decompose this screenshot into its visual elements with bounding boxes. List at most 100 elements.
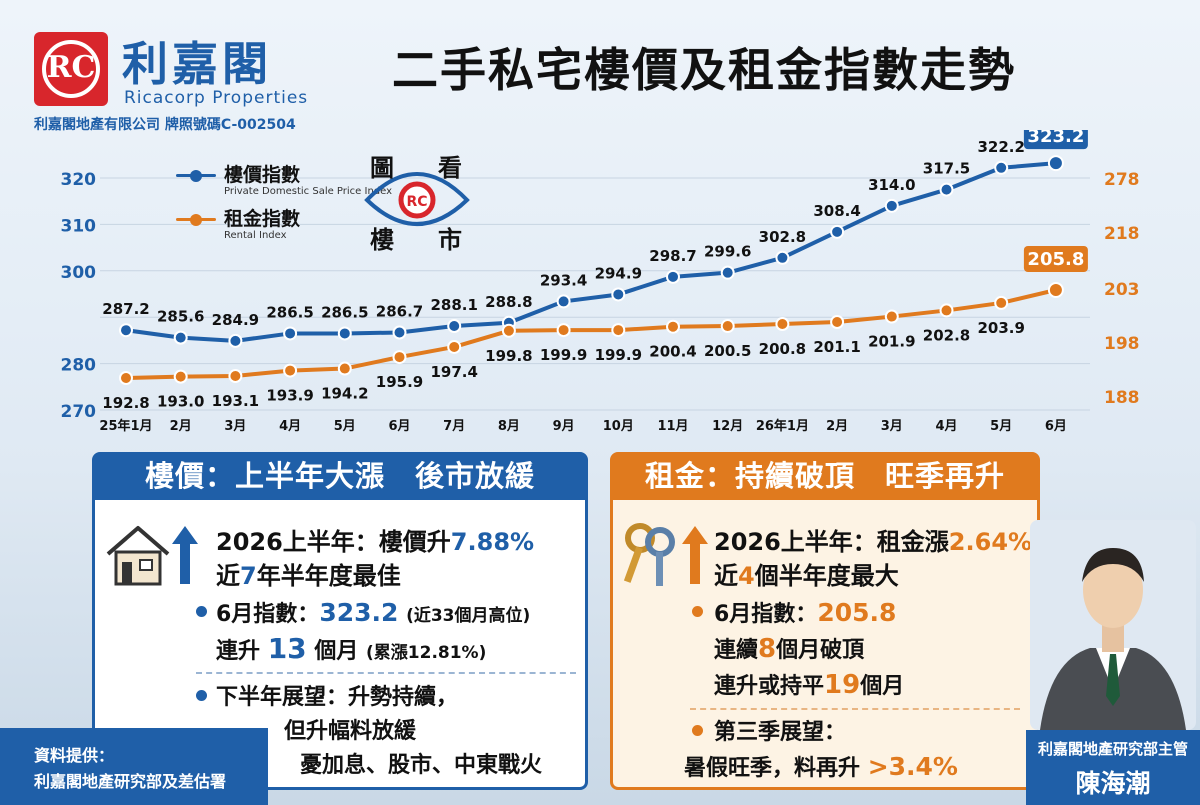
- price-divider: [196, 672, 576, 674]
- rent-b1-line2: 連續8個月破頂: [714, 634, 865, 664]
- rent-point: [611, 323, 626, 338]
- index-line-chart: 270 280 300 310 320 188 198 203 218 278 25年1月 2月 3月 4…: [61, 130, 1140, 434]
- price-data-label: 288.1: [430, 296, 477, 314]
- price-point: [884, 198, 899, 213]
- rent-data-label: 199.9: [595, 346, 642, 364]
- rent-bullet-2: [692, 725, 703, 736]
- x-tick-label: 2月: [170, 419, 192, 434]
- price-point: [228, 333, 243, 348]
- brand-name-chinese: 利嘉閣: [122, 37, 272, 91]
- rent-divider: [690, 708, 1020, 710]
- rent-point: [1047, 282, 1064, 298]
- price-point: [830, 224, 845, 239]
- rent-panel: 租金：持續破頂 旺季再升: [610, 452, 1040, 790]
- right-tick-label: 203: [1104, 280, 1140, 300]
- x-tick-label: 4月: [279, 419, 301, 434]
- source-label: 資料提供：: [34, 746, 115, 765]
- eye-char-1: 圖: [370, 154, 394, 182]
- person-caption-bg: [1026, 730, 1200, 805]
- price-data-label: 284.9: [212, 311, 259, 329]
- rent-data-label: 200.4: [649, 343, 696, 361]
- price-point: [447, 319, 462, 334]
- legend-rent-dot: [190, 214, 202, 226]
- rent-data-label: 195.9: [376, 373, 423, 391]
- price-point: [556, 294, 571, 309]
- page-title: 二手私宅樓價及租金指數走勢: [392, 43, 1016, 97]
- price-data-label: 294.9: [595, 264, 642, 282]
- rent-point: [939, 303, 954, 318]
- price-point: [939, 182, 954, 197]
- legend-rent-sublabel: Rental Index: [224, 230, 287, 241]
- rent-point: [994, 295, 1009, 310]
- price-data-label: 299.6: [704, 243, 751, 261]
- price-data-label: 323.2: [1027, 130, 1084, 147]
- rent-point: [337, 361, 352, 376]
- x-tick-label: 6月: [1045, 419, 1067, 434]
- logo-ring: [42, 40, 100, 98]
- price-data-label: 288.8: [485, 293, 532, 311]
- right-tick-label: 188: [1104, 388, 1140, 408]
- eye-char-4: 市: [438, 226, 462, 254]
- rent-point: [720, 319, 735, 334]
- rent-point: [775, 317, 790, 332]
- rent-h1-line2: 近4個半年度最大: [714, 562, 899, 590]
- rent-point: [666, 319, 680, 334]
- price-point: [283, 326, 298, 341]
- rent-point: [283, 363, 298, 378]
- price-last-badge: [1023, 130, 1088, 150]
- price-series-line: [125, 161, 1057, 343]
- keys-icon: [623, 523, 675, 586]
- rent-point: [228, 368, 243, 383]
- x-tick-label: 26年1月: [756, 418, 809, 434]
- x-tick-label: 9月: [553, 419, 575, 434]
- brand-name-english: Ricacorp Properties: [124, 88, 309, 108]
- price-h1-line1: 2026上半年：樓價升7.88%: [216, 528, 535, 556]
- left-tick-label: 310: [61, 216, 97, 236]
- rent-b2-line2: 暑假旺季，料再升 >3.4%: [684, 752, 958, 781]
- x-tick-label: 5月: [990, 419, 1012, 434]
- rent-data-label: 193.9: [266, 387, 313, 405]
- x-tick-label: 8月: [498, 419, 520, 434]
- logo-text: RC: [46, 50, 96, 85]
- legend-rent-label: 租金指數: [224, 208, 301, 230]
- price-h1-line2: 近7年半年度最佳: [216, 562, 401, 590]
- rent-point: [830, 315, 845, 329]
- up-arrow-icon: [172, 526, 198, 584]
- price-b2-line1: 下半年展望：升勢持續，: [216, 685, 459, 710]
- x-tick-label: 2月: [826, 419, 848, 434]
- rent-data-label: 199.8: [485, 347, 532, 365]
- price-point: [173, 330, 188, 345]
- rent-up-arrow-icon: [682, 526, 708, 584]
- price-point: [392, 325, 407, 340]
- license-number: 利嘉閣地產有限公司 牌照號碼C-002504: [34, 117, 296, 133]
- price-point: [1047, 155, 1064, 172]
- person-card: 利嘉閣地產研究部主管 陳海潮: [1026, 520, 1200, 805]
- legend-price-sublabel: Private Domestic Sale Price Index: [224, 186, 393, 197]
- price-point: [611, 287, 626, 302]
- left-tick-label: 270: [61, 402, 97, 422]
- rent-data-label: 201.1: [813, 338, 860, 356]
- x-tick-label: 11月: [657, 419, 688, 434]
- left-tick-label: 280: [61, 356, 97, 376]
- x-tick-label: 4月: [935, 419, 957, 434]
- price-b2-line2: 但升幅料放緩: [284, 719, 417, 744]
- person-photo: [1040, 548, 1186, 730]
- person-name: 陳海潮: [1075, 769, 1151, 798]
- rent-b1-line3: 連升或持平19個月: [714, 670, 905, 700]
- rent-data-label: 202.8: [923, 326, 970, 344]
- eye-icon: RC: [364, 172, 470, 226]
- rent-b1-line1: 6月指數：205.8: [714, 598, 897, 627]
- rent-point: [501, 323, 516, 338]
- rent-data-label: 201.9: [868, 333, 915, 351]
- price-point: [994, 160, 1009, 175]
- rent-data-label: 192.8: [102, 394, 149, 412]
- ricacorp-logo: RC: [34, 32, 108, 106]
- price-data-label: 302.8: [759, 228, 806, 246]
- price-point: [337, 326, 352, 341]
- rent-series-line: [125, 288, 1057, 380]
- rent-data-label: 200.8: [759, 340, 806, 358]
- x-tick-label: 3月: [224, 419, 246, 434]
- eye-char-3: 樓: [370, 226, 394, 254]
- rent-last-badge: [1023, 246, 1088, 272]
- x-tick-label: 10月: [603, 419, 634, 434]
